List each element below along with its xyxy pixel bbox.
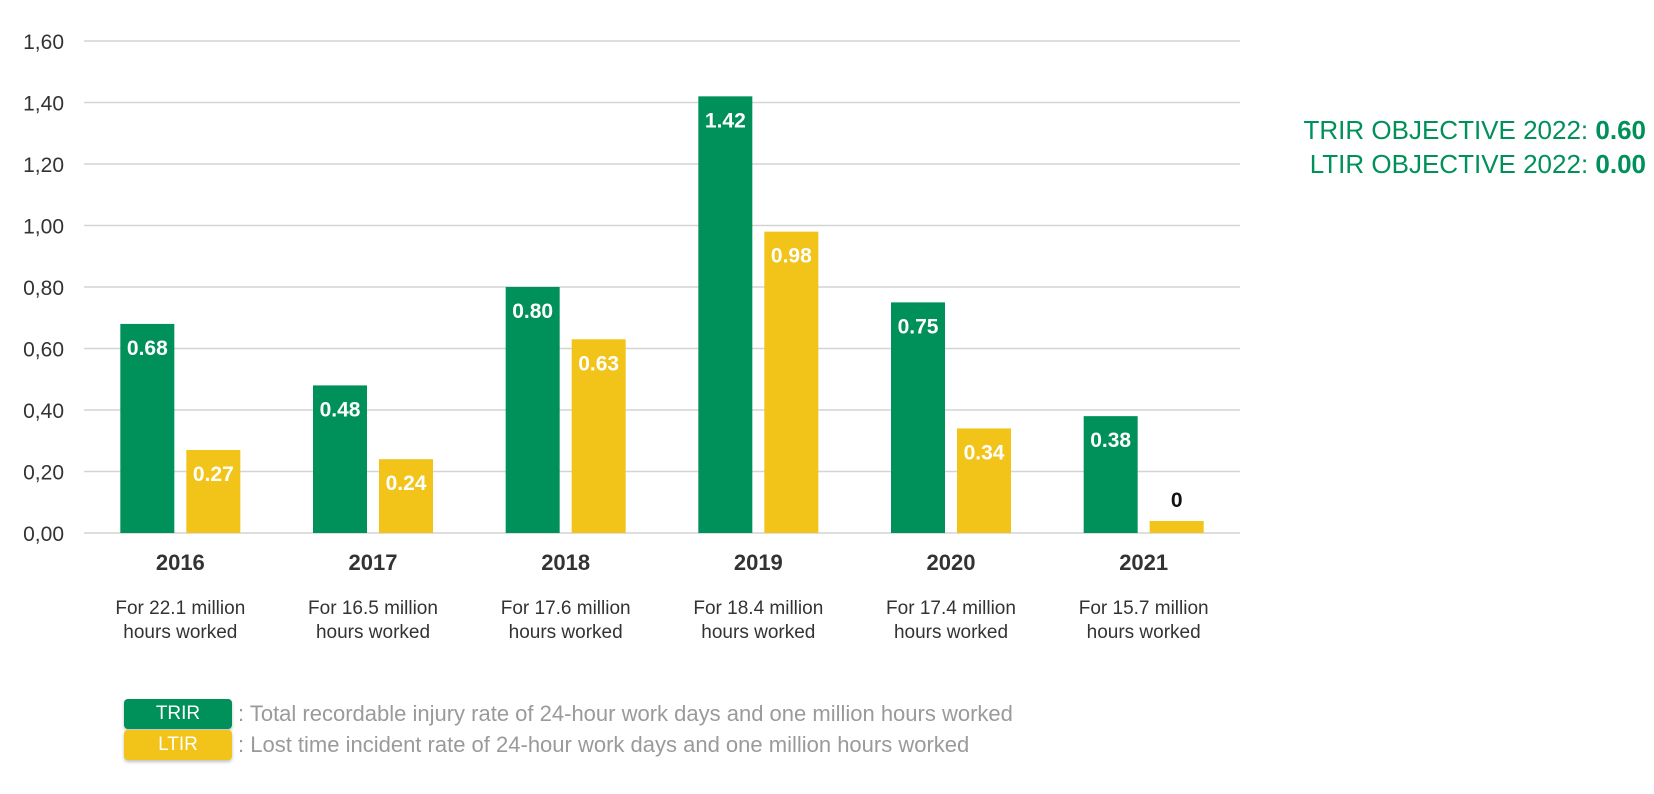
objectives-panel: TRIR OBJECTIVE 2022: 0.60 LTIR OBJECTIVE…	[1236, 113, 1646, 181]
x-sublabel: For 15.7 million hours worked	[1079, 598, 1209, 643]
legend-swatch-ltir: LTIR	[124, 730, 232, 760]
bar-trir-2021	[1083, 416, 1138, 533]
x-category-label: 2019	[734, 550, 783, 575]
data-label-ltir: 0.98	[771, 245, 812, 268]
y-tick-label: 0,40	[23, 400, 64, 423]
x-sublabel: For 16.5 million hours worked	[308, 598, 438, 643]
trir-objective: TRIR OBJECTIVE 2022: 0.60	[1236, 113, 1646, 147]
y-tick-label: 1,20	[23, 154, 64, 177]
data-label-trir: 0.48	[320, 398, 361, 421]
x-sublabel: For 18.4 million hours worked	[693, 598, 823, 643]
data-label-trir: 1.42	[705, 109, 746, 132]
y-tick-label: 1,60	[23, 31, 64, 54]
bar-ltir-2016	[186, 449, 241, 533]
x-sublabel: For 17.6 million hours worked	[501, 598, 631, 643]
x-category-label: 2018	[541, 550, 590, 575]
bar-trir-2017	[313, 385, 367, 533]
trir-objective-label: TRIR OBJECTIVE 2022:	[1303, 115, 1596, 145]
data-label-trir: 0.75	[898, 315, 939, 338]
data-label-ltir: 0.24	[386, 472, 427, 495]
data-label-trir: 0.38	[1090, 429, 1131, 452]
bar-ltir-2017	[379, 459, 433, 533]
x-category-label: 2016	[156, 550, 205, 575]
data-label-ltir: 0.63	[578, 352, 619, 375]
trir-objective-value: 0.60	[1595, 115, 1646, 145]
data-label-ltir: 0.34	[964, 441, 1005, 464]
legend-item-ltir: LTIR : Lost time incident rate of 24-hou…	[124, 728, 1124, 762]
bar-trir-2020	[891, 302, 945, 533]
injury-rate-bar-chart: 0,00 0,20 0,40 0,60 0,80 1,00 1,20 1,40 1,60 0.68…	[23, 31, 1240, 643]
legend-description-ltir: : Lost time incident rate of 24-hour wor…	[238, 732, 970, 757]
data-label-trir: 0.80	[512, 300, 553, 323]
legend-swatch-trir: TRIR	[124, 699, 232, 729]
bar-ltir-2021	[1149, 521, 1204, 533]
y-tick-label: 0,60	[23, 339, 64, 362]
y-tick-label: 0,00	[23, 523, 64, 546]
bar-ltir-2020	[957, 428, 1011, 533]
y-tick-label: 1,00	[23, 216, 64, 239]
bar-trir-2016	[120, 323, 175, 533]
bar-ltir-2019	[764, 231, 819, 533]
bar-trir-2018	[505, 287, 560, 533]
ltir-objective-label: LTIR OBJECTIVE 2022:	[1309, 149, 1596, 179]
data-label-trir: 0.68	[127, 337, 168, 360]
y-tick-label: 1,40	[23, 93, 64, 116]
y-tick-label: 0,80	[23, 277, 64, 300]
y-tick-label: 0,20	[23, 462, 64, 485]
x-category-label: 2017	[349, 550, 398, 575]
ltir-objective-value: 0.00	[1595, 149, 1646, 179]
data-label-ltir: 0	[1171, 489, 1183, 512]
legend-description-trir: : Total recordable injury rate of 24-hou…	[238, 701, 1013, 726]
legend-item-trir: TRIR : Total recordable injury rate of 2…	[124, 697, 1124, 731]
x-sublabel: For 17.4 million hours worked	[886, 598, 1016, 643]
bar-trir-2019	[698, 96, 753, 533]
ltir-objective: LTIR OBJECTIVE 2022: 0.00	[1236, 147, 1646, 181]
bar-ltir-2018	[571, 339, 626, 533]
x-category-label: 2021	[1119, 550, 1168, 575]
data-label-ltir: 0.27	[193, 463, 234, 486]
x-category-label: 2020	[927, 550, 976, 575]
x-sublabel: For 22.1 million hours worked	[115, 598, 245, 643]
